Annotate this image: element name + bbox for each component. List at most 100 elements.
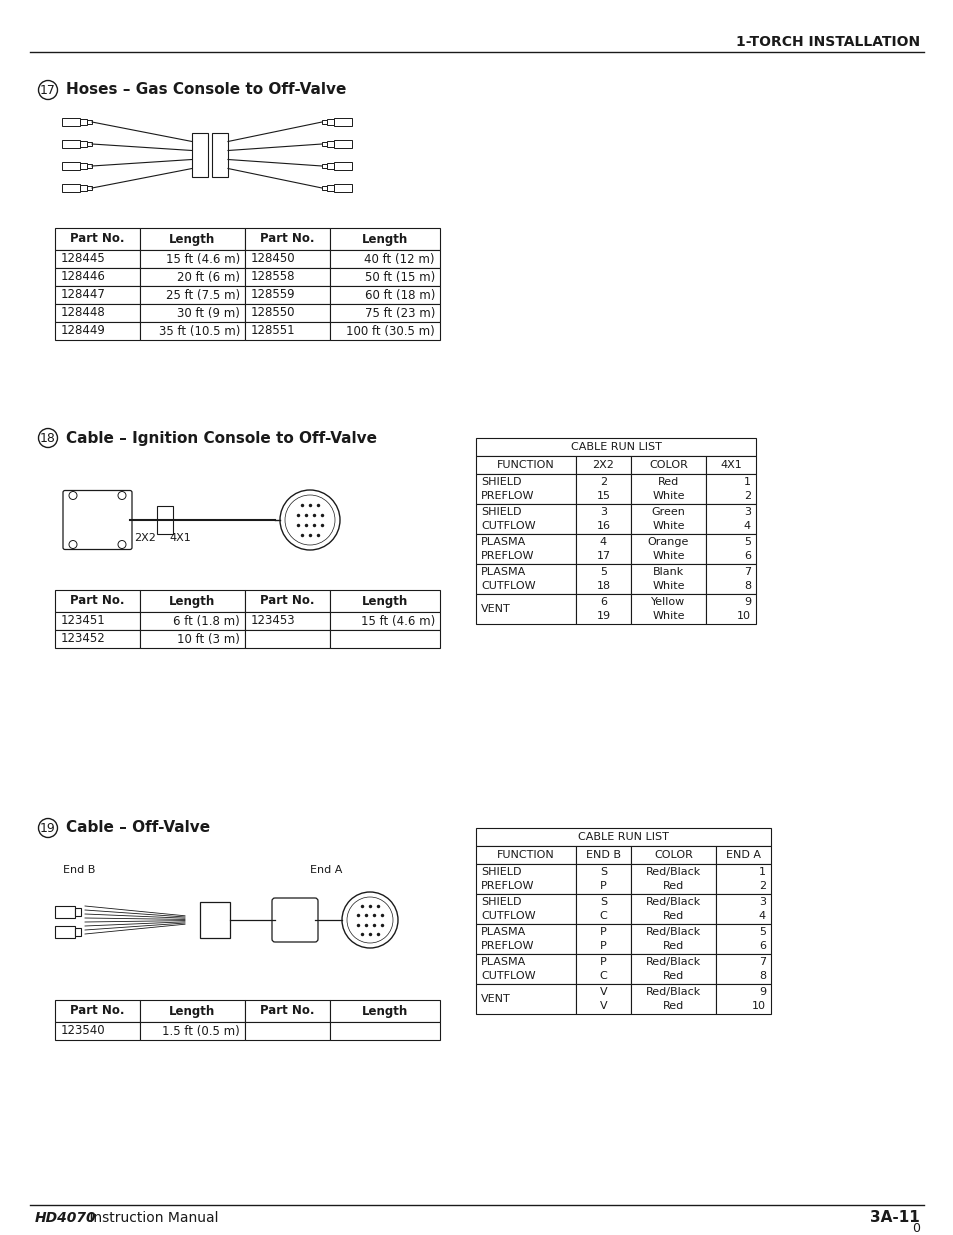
Text: 1-TORCH INSTALLATION: 1-TORCH INSTALLATION [735, 35, 919, 49]
Text: End A: End A [310, 864, 342, 876]
Text: 128446: 128446 [61, 270, 106, 284]
Text: 15 ft (4.6 m): 15 ft (4.6 m) [166, 252, 240, 266]
Text: COLOR: COLOR [654, 850, 692, 860]
Bar [140, 304, 245, 322]
Text: PLASMA
PREFLOW: PLASMA PREFLOW [480, 537, 534, 561]
Bar [334, 140, 352, 148]
Bar [705, 594, 755, 624]
Text: Red/Black
Red: Red/Black Red [645, 927, 700, 951]
Text: VENT: VENT [480, 994, 510, 1004]
Bar [630, 474, 705, 504]
Text: 50 ft (15 m): 50 ft (15 m) [364, 270, 435, 284]
Bar [62, 119, 80, 126]
Bar [476, 827, 770, 846]
Bar [630, 564, 705, 594]
Bar [330, 590, 439, 613]
Bar [576, 534, 630, 564]
Bar [322, 120, 327, 124]
Bar [55, 268, 140, 287]
Text: 9
10: 9 10 [751, 987, 765, 1011]
Bar [330, 322, 439, 340]
Bar [330, 268, 439, 287]
Bar [334, 184, 352, 191]
Bar [245, 613, 330, 630]
Text: 128551: 128551 [251, 325, 295, 337]
FancyBboxPatch shape [63, 490, 132, 550]
Text: 4
17: 4 17 [596, 537, 610, 561]
Bar [476, 953, 576, 984]
Bar [55, 926, 75, 939]
Text: Part No.: Part No. [71, 1004, 125, 1018]
Text: HD4070: HD4070 [35, 1212, 96, 1225]
Bar [705, 564, 755, 594]
Bar [716, 953, 770, 984]
Text: 75 ft (23 m): 75 ft (23 m) [364, 306, 435, 320]
Bar [55, 249, 140, 268]
Bar [140, 1023, 245, 1040]
Bar [55, 1023, 140, 1040]
Bar [476, 504, 576, 534]
Bar [630, 864, 716, 894]
Bar [62, 140, 80, 148]
Text: 123452: 123452 [61, 632, 106, 646]
Text: 6
19: 6 19 [596, 597, 610, 621]
Bar [576, 953, 630, 984]
Text: 5
6: 5 6 [759, 927, 765, 951]
Bar [140, 322, 245, 340]
Bar [87, 120, 91, 124]
Bar [476, 564, 576, 594]
Bar [80, 119, 87, 125]
Bar [716, 846, 770, 864]
Text: P
C: P C [599, 957, 607, 981]
Text: 123453: 123453 [251, 615, 295, 627]
Bar [330, 228, 439, 249]
FancyBboxPatch shape [272, 898, 317, 942]
Bar [576, 846, 630, 864]
Bar [476, 594, 576, 624]
Text: 123540: 123540 [61, 1025, 106, 1037]
Bar [705, 504, 755, 534]
Text: Blank
White: Blank White [652, 567, 684, 592]
Bar [476, 924, 576, 953]
Bar [245, 1023, 330, 1040]
Bar [576, 594, 630, 624]
Text: Red/Black
Red: Red/Black Red [645, 867, 700, 890]
Bar [192, 133, 208, 177]
Bar [476, 534, 576, 564]
Bar [245, 630, 330, 648]
Text: 19: 19 [40, 821, 56, 835]
Bar [716, 894, 770, 924]
Bar [476, 438, 755, 456]
Text: 3
4: 3 4 [758, 897, 765, 921]
Text: Cable – Off-Valve: Cable – Off-Valve [66, 820, 210, 836]
Text: 100 ft (30.5 m): 100 ft (30.5 m) [346, 325, 435, 337]
Bar [330, 1023, 439, 1040]
Text: Red/Black
Red: Red/Black Red [645, 957, 700, 981]
Bar [576, 864, 630, 894]
Text: 2X2: 2X2 [134, 534, 155, 543]
Bar [330, 249, 439, 268]
Bar [140, 268, 245, 287]
Text: Instruction Manual: Instruction Manual [85, 1212, 218, 1225]
Text: 18: 18 [40, 431, 56, 445]
Bar [245, 1000, 330, 1023]
Bar [157, 506, 172, 534]
Bar [140, 590, 245, 613]
Text: Part No.: Part No. [260, 1004, 314, 1018]
Text: PLASMA
PREFLOW: PLASMA PREFLOW [480, 927, 534, 951]
Bar [334, 162, 352, 170]
Text: FUNCTION: FUNCTION [497, 850, 555, 860]
Bar [630, 594, 705, 624]
Text: Part No.: Part No. [71, 232, 125, 246]
Text: 17: 17 [40, 84, 56, 96]
Text: Green
White: Green White [651, 508, 684, 531]
Bar [716, 864, 770, 894]
Text: 35 ft (10.5 m): 35 ft (10.5 m) [158, 325, 240, 337]
Text: 10 ft (3 m): 10 ft (3 m) [177, 632, 240, 646]
Text: 128449: 128449 [61, 325, 106, 337]
Bar [55, 304, 140, 322]
Bar [630, 953, 716, 984]
Text: Length: Length [361, 232, 408, 246]
Text: PLASMA
CUTFLOW: PLASMA CUTFLOW [480, 567, 535, 592]
Bar [705, 456, 755, 474]
